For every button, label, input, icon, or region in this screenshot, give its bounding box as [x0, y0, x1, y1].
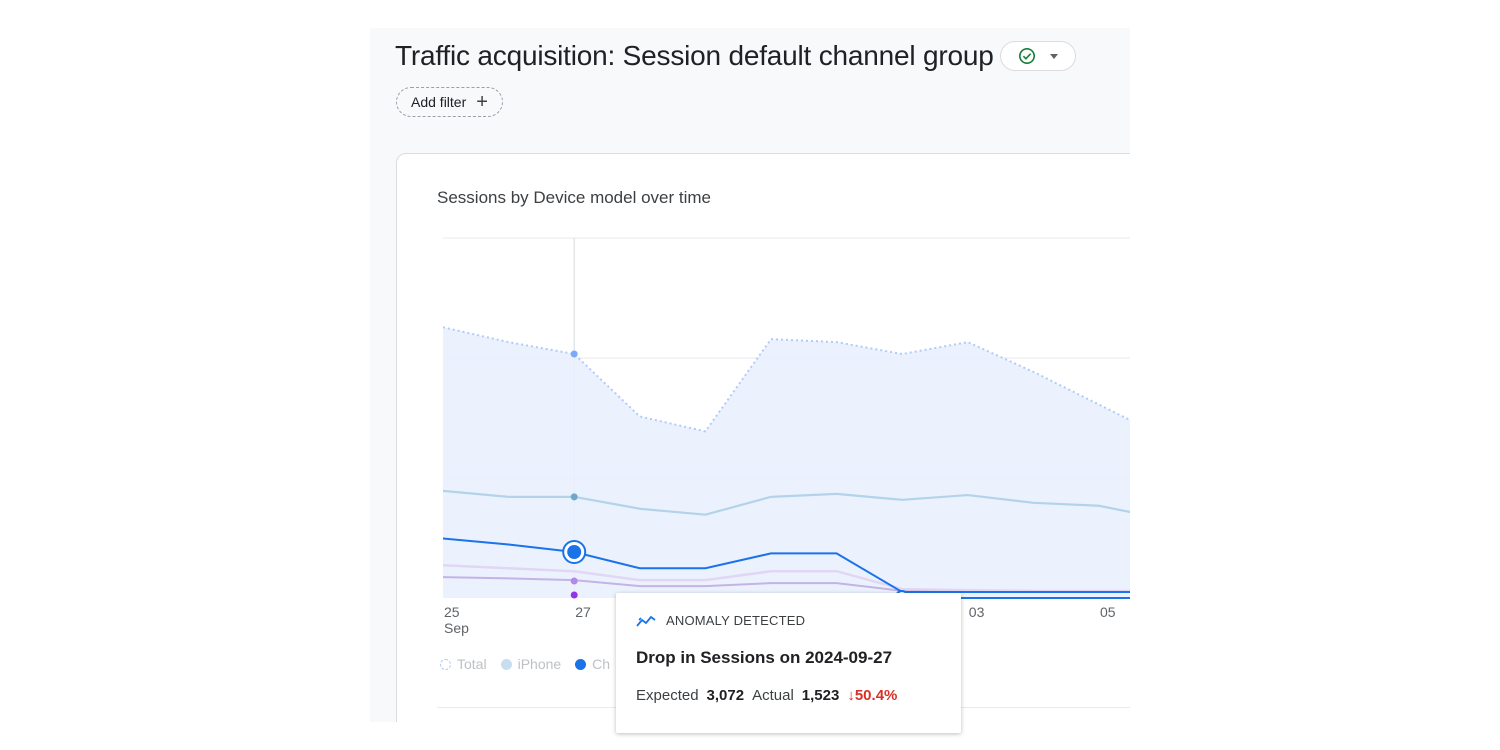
page-title: Traffic acquisition: Session default cha…	[395, 40, 994, 71]
hover-point-lilac	[570, 577, 578, 585]
actual-label: Actual	[752, 687, 794, 704]
legend-item-iphone[interactable]: iPhone	[500, 656, 562, 672]
x-tick-month: Sep	[444, 620, 469, 636]
expected-label: Expected	[636, 687, 699, 704]
legend-total-swatch	[440, 658, 451, 670]
actual-value: 1,523	[801, 687, 840, 704]
check-circle-icon	[1018, 47, 1035, 65]
hover-point-purple	[570, 591, 578, 599]
anomaly-marker-dot	[567, 545, 582, 560]
anomaly-label: ANOMALY DETECTED	[666, 613, 806, 628]
x-tick-25: 25 Sep	[444, 604, 469, 636]
legend-item-other[interactable]: Ch	[575, 656, 610, 672]
series-total-area	[443, 327, 1130, 598]
legend-item-total[interactable]: Total	[440, 656, 487, 672]
legend-iphone-label: iPhone	[517, 656, 562, 672]
anomaly-title: Drop in Sessions on 2024-09-27	[636, 648, 893, 667]
chart-legend: Total iPhone Ch	[440, 656, 610, 672]
chart-title: Sessions by Device model over time	[437, 188, 712, 207]
anomaly-trend-icon	[636, 615, 656, 627]
legend-iphone-swatch	[500, 658, 512, 670]
series-lilac-line	[443, 564, 1130, 593]
x-tick-27: 27	[575, 604, 591, 620]
hover-point-total	[570, 350, 578, 358]
anomaly-metrics: Expected 3,072 Actual 1,523 ↓50.4%	[636, 687, 897, 704]
legend-other-swatch	[575, 658, 587, 670]
report-status-dropdown[interactable]	[999, 41, 1076, 71]
change-percent: ↓50.4%	[847, 687, 898, 704]
hover-point-iphone	[570, 493, 578, 501]
x-tick-03: 03	[968, 604, 985, 620]
add-filter-label: Add filter	[411, 94, 467, 110]
legend-other-label: Ch	[592, 656, 611, 672]
anomaly-header: ANOMALY DETECTED	[636, 613, 805, 628]
anomaly-tooltip: ANOMALY DETECTED Drop in Sessions on 202…	[616, 593, 961, 733]
expected-value: 3,072	[706, 687, 745, 704]
legend-total-label: Total	[457, 656, 487, 672]
series-iphone-line	[443, 489, 1130, 516]
caret-down-icon	[1049, 53, 1058, 59]
title-row: Traffic acquisition: Session default cha…	[395, 40, 1076, 72]
plus-icon: +	[476, 91, 488, 113]
x-tick-05: 05	[1100, 604, 1116, 620]
add-filter-button[interactable]: Add filter +	[396, 87, 503, 117]
